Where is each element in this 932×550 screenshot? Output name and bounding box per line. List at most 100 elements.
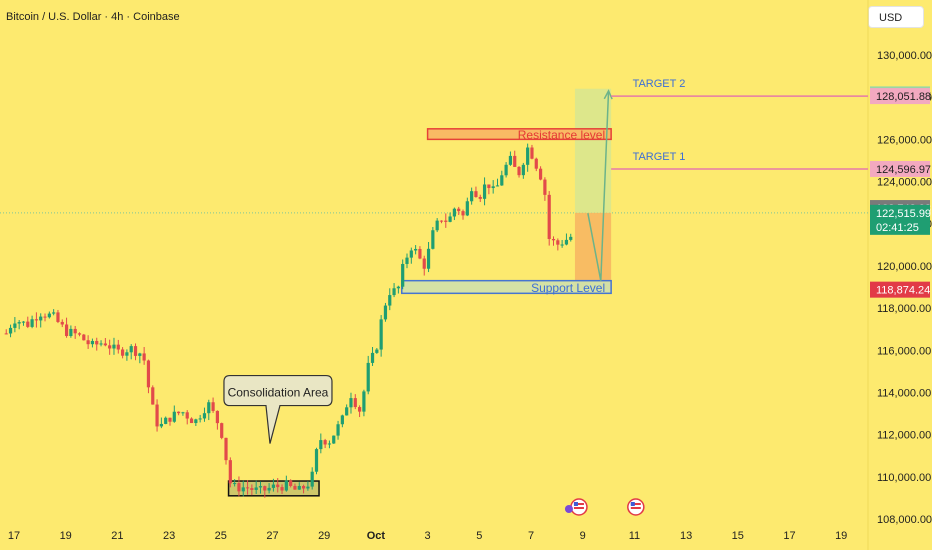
candle-body (297, 485, 301, 490)
flag-stripe (630, 507, 641, 509)
y-tick-label: 108,000.00 (877, 514, 932, 526)
candle-body (444, 220, 448, 222)
candle-body (349, 398, 353, 408)
candle-body (418, 248, 422, 259)
candle-body (30, 319, 34, 327)
candle-body (465, 201, 469, 216)
candle-body (120, 349, 125, 356)
candle-body (112, 344, 116, 349)
candle-body (250, 488, 254, 490)
candle-body (155, 404, 159, 427)
candle-body (517, 166, 521, 176)
price-label-bg (870, 88, 930, 105)
candle-body (366, 362, 370, 392)
candle-body (564, 239, 569, 245)
candle-body (4, 333, 8, 335)
candle-body (500, 175, 504, 186)
candle-body (95, 340, 99, 345)
x-tick-label: 21 (111, 530, 123, 542)
candle-body (189, 418, 194, 424)
candle-body (99, 343, 103, 345)
candle-body (314, 449, 319, 472)
candle-body (301, 485, 306, 489)
candle-body (146, 360, 151, 388)
candle-body (129, 346, 133, 353)
candle-body (159, 423, 163, 427)
candle-body (254, 487, 258, 490)
x-tick-label: 17 (783, 530, 795, 542)
y-tick-label: 110,000.00 (877, 472, 931, 484)
candle-body (284, 480, 288, 491)
flag-canton (573, 502, 578, 506)
x-tick-label: 7 (528, 530, 534, 542)
candle-body (332, 435, 336, 444)
candle-body (340, 415, 344, 425)
candle-body (125, 352, 129, 356)
candle-body (405, 257, 409, 264)
price-label-bg (870, 281, 930, 298)
support-zone (401, 279, 612, 295)
y-tick-label: 124,000.00 (877, 177, 932, 189)
y-tick-label: 118,000.00 (877, 303, 931, 315)
x-tick-label: 11 (629, 530, 640, 542)
x-tick-label: 5 (476, 530, 482, 542)
x-tick-label: 23 (163, 530, 175, 542)
candle-body (194, 419, 198, 424)
x-tick-label: 19 (835, 530, 847, 542)
candle-body (263, 486, 267, 491)
resistance-zone (426, 128, 612, 141)
candle-body (133, 346, 138, 356)
candle-body (168, 417, 172, 422)
candle-body (310, 471, 314, 487)
candle-body (353, 398, 357, 408)
candle-body (556, 240, 560, 245)
candle-body (530, 147, 534, 159)
candle-body (60, 321, 64, 325)
candle-body (431, 230, 435, 249)
candle-body (491, 186, 495, 189)
candle-body (551, 239, 556, 241)
x-tick-label: 29 (318, 530, 330, 542)
candle-body (8, 327, 13, 334)
candle-body (245, 487, 250, 489)
projection-arrowhead (603, 89, 613, 100)
candle-body (207, 402, 211, 414)
candle-body (392, 288, 396, 296)
flag-stripe (573, 503, 584, 505)
countdown-label: 02:41:25 (876, 222, 919, 234)
flag-canton (630, 502, 635, 506)
resistance-label: Resistance level (518, 128, 605, 142)
candle-body (77, 333, 82, 335)
candle-body (543, 179, 547, 195)
chart-title: Bitcoin / U.S. Dollar · 4h · Coinbase (6, 11, 180, 23)
candle-body (280, 487, 284, 491)
x-tick-label: 27 (266, 530, 278, 542)
candle-body (457, 208, 461, 212)
candle-body (142, 353, 146, 361)
candle-body (52, 312, 56, 314)
candle-body (362, 391, 366, 412)
candle-body (17, 322, 21, 324)
candle-body (409, 250, 413, 258)
earnings-event-icon[interactable] (564, 505, 573, 513)
price-label: 118,874.24 (876, 285, 930, 297)
candle-body (569, 236, 573, 240)
candle-body (504, 164, 508, 176)
candle-body (34, 319, 39, 321)
y-tick-label: 112,000.00 (877, 430, 931, 442)
candle-body (151, 387, 155, 405)
candle-body (202, 413, 207, 419)
y-tick-label: 116,000.00 (877, 345, 931, 357)
candle-body (198, 418, 202, 420)
y-tick-label: 126,000.00 (877, 134, 932, 146)
candle-body (336, 424, 340, 436)
candle-body (345, 407, 349, 416)
candle-body (185, 412, 189, 419)
candle-body (293, 485, 297, 490)
candle-body (379, 319, 383, 350)
candle-body (401, 263, 405, 287)
candle-body (258, 486, 263, 488)
x-tick-label: 13 (680, 530, 692, 542)
